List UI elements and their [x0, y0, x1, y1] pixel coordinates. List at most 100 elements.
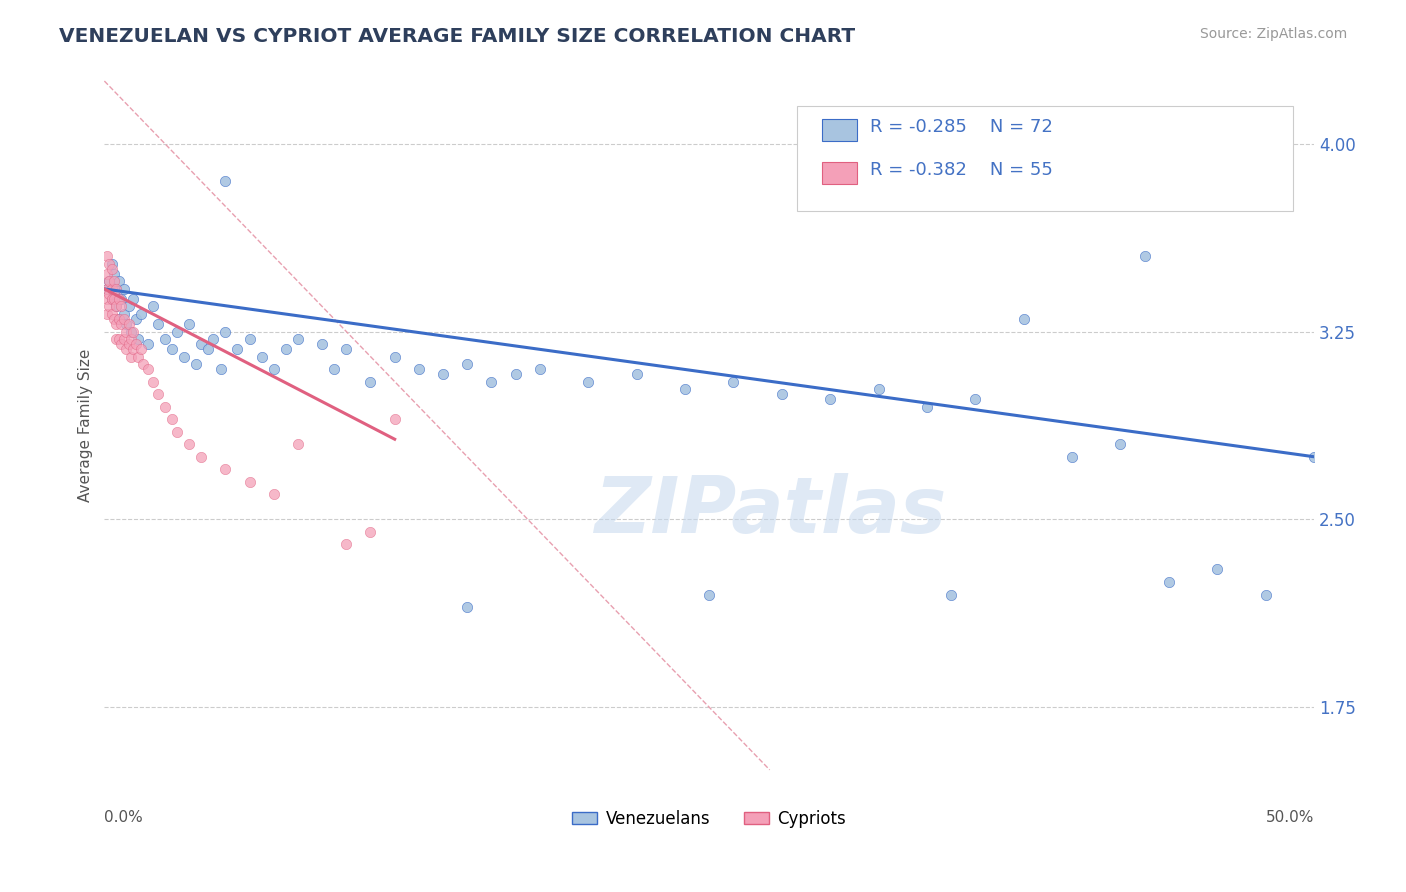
Point: [408, 362, 430, 376]
Point: [105, 282, 128, 296]
Text: R = -0.382    N = 55: R = -0.382 N = 55: [870, 161, 1053, 179]
Point: [120, 350, 142, 364]
Point: [105, 300, 128, 314]
Point: [1133, 249, 1156, 263]
Point: [915, 400, 938, 414]
Point: [529, 362, 551, 376]
Point: [965, 392, 987, 406]
Point: [1109, 437, 1132, 451]
Point: [939, 587, 962, 601]
Point: [697, 587, 720, 601]
Legend: Venezuelans, Cypriots: Venezuelans, Cypriots: [565, 804, 852, 835]
Point: [100, 261, 122, 276]
Point: [96, 249, 118, 263]
Point: [115, 317, 138, 331]
Point: [576, 375, 599, 389]
Point: [1206, 562, 1229, 576]
Point: [103, 274, 125, 288]
Point: [190, 450, 212, 464]
Point: [112, 282, 135, 296]
Point: [103, 292, 125, 306]
Point: [105, 282, 128, 296]
Point: [160, 412, 183, 426]
Point: [100, 257, 122, 271]
Point: [335, 537, 357, 551]
Point: [360, 375, 382, 389]
Point: [103, 287, 125, 301]
Text: ZIPatlas: ZIPatlas: [593, 473, 946, 549]
Point: [122, 292, 145, 306]
Point: [160, 342, 183, 356]
Point: [166, 325, 188, 339]
Point: [146, 317, 169, 331]
Point: [105, 332, 128, 346]
Point: [108, 312, 131, 326]
Point: [153, 332, 176, 346]
Point: [100, 307, 122, 321]
Point: [125, 337, 148, 351]
Point: [818, 392, 841, 406]
Point: [110, 300, 132, 314]
Point: [108, 292, 131, 306]
Point: [100, 292, 122, 306]
Point: [723, 375, 745, 389]
Point: [96, 267, 118, 281]
Point: [120, 325, 142, 339]
Point: [112, 332, 135, 346]
Point: [117, 317, 139, 331]
Point: [673, 382, 696, 396]
Point: [96, 292, 118, 306]
Point: [115, 325, 138, 339]
Point: [226, 342, 249, 356]
Point: [153, 400, 176, 414]
Point: [770, 387, 793, 401]
Text: 50.0%: 50.0%: [1265, 810, 1315, 824]
Point: [263, 362, 285, 376]
Point: [250, 350, 273, 364]
Point: [214, 462, 236, 476]
Point: [108, 312, 131, 326]
Point: [125, 312, 148, 326]
Point: [98, 274, 121, 288]
Point: [1012, 312, 1035, 326]
Point: [311, 337, 333, 351]
Point: [100, 292, 122, 306]
Point: [142, 300, 165, 314]
Point: [98, 287, 121, 301]
FancyBboxPatch shape: [797, 105, 1294, 211]
Point: [96, 282, 118, 296]
Point: [287, 437, 309, 451]
FancyBboxPatch shape: [821, 119, 856, 141]
Point: [1303, 450, 1326, 464]
Point: [98, 257, 121, 271]
Point: [868, 382, 890, 396]
Point: [115, 342, 138, 356]
Point: [384, 350, 406, 364]
Point: [108, 274, 131, 288]
Point: [110, 317, 132, 331]
Point: [238, 475, 260, 489]
Point: [142, 375, 165, 389]
Point: [103, 267, 125, 281]
Point: [177, 317, 200, 331]
Point: [626, 367, 648, 381]
Point: [456, 600, 478, 615]
Point: [96, 307, 118, 321]
Point: [1157, 574, 1180, 589]
Point: [105, 300, 128, 314]
Point: [129, 342, 152, 356]
Point: [1254, 587, 1277, 601]
Point: [127, 350, 149, 364]
Point: [98, 274, 121, 288]
Point: [202, 332, 225, 346]
Point: [120, 332, 142, 346]
Point: [132, 357, 155, 371]
Point: [173, 350, 195, 364]
Point: [96, 282, 118, 296]
Point: [432, 367, 454, 381]
Text: R = -0.285    N = 72: R = -0.285 N = 72: [870, 118, 1053, 136]
Point: [122, 325, 145, 339]
Point: [110, 292, 132, 306]
Point: [127, 332, 149, 346]
Point: [360, 524, 382, 539]
